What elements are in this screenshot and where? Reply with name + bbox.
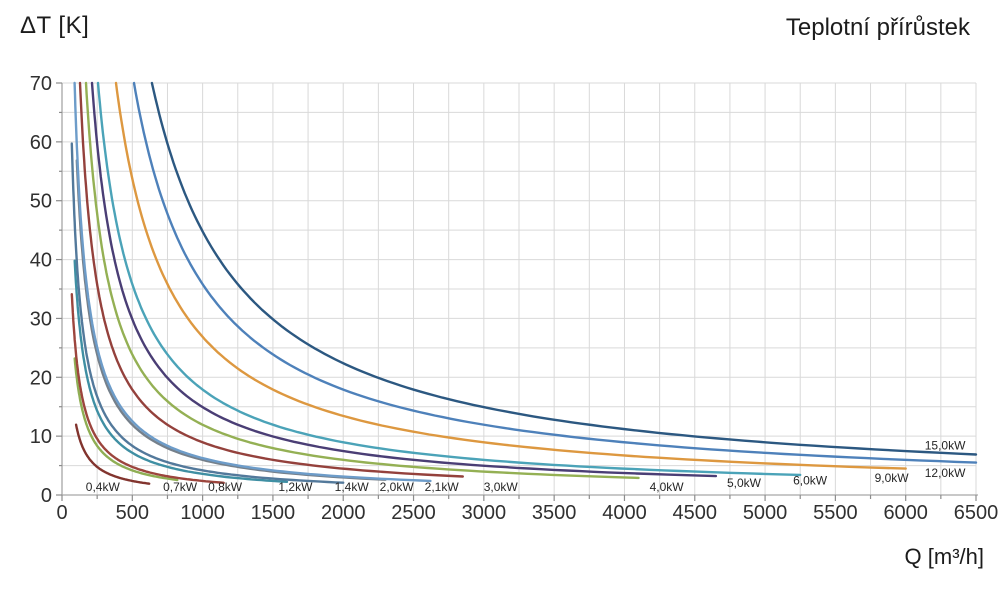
x-tick-label: 1000 [180,502,225,524]
curve-0-4kw [74,423,151,485]
x-tick-label: 2500 [391,502,436,524]
y-tick-label: 60 [30,132,52,154]
curve-label-1-2kw: 1,2kW [278,480,313,494]
curve-1-4kw [70,142,345,484]
x-tick-label: 6000 [883,502,928,524]
curve-3-0kw [78,81,464,478]
curve-label-1-4kw: 1,4kW [335,480,370,494]
x-tick-label: 3500 [532,502,577,524]
curve-label-2-0kw: 2,0kW [380,480,415,494]
curve-0-8kw [70,293,225,484]
curve-2-0kw [75,159,387,481]
x-tick-label: 6500 [954,502,999,524]
y-axis-title: ΔT [K] [20,12,90,39]
curve-label-12-0kw: 12,0kW [925,466,966,480]
curve-label-15-0kw: 15,0kW [925,439,966,453]
curve-2-1kw [73,81,432,483]
x-tick-label: 2000 [321,502,366,524]
curve-12-0kw [132,81,978,464]
x-axis-title: Q [m³/h] [904,544,984,569]
x-tick-label: 4500 [673,502,718,524]
curve-1-2kw [73,259,289,483]
y-tick-label: 50 [30,191,52,213]
y-tick-label: 40 [30,250,52,272]
curve-label-2-1kw: 2,1kW [425,480,460,494]
x-tick-label: 4000 [602,502,647,524]
curve-label-3-0kw: 3,0kW [484,480,519,494]
curve-label-6-0kw: 6,0kW [793,473,828,487]
curve-label-0-8kw: 0,8kW [208,480,243,494]
chart-title: Teplotní přírůstek [785,14,970,41]
x-tick-label: 0 [56,502,67,524]
curve-6-0kw [96,81,802,477]
curve-label-0-4kw: 0,4kW [86,480,121,494]
curve-label-0-7kw: 0,7kW [163,480,198,494]
curve-15-0kw [150,81,978,456]
x-tick-label: 500 [116,502,149,524]
curve-9-0kw [114,81,907,470]
curve-4-0kw [84,81,640,480]
y-tick-label: 10 [30,426,52,448]
y-tick-label: 70 [30,73,52,95]
curve-label-9-0kw: 9,0kW [875,471,910,485]
x-tick-label: 5500 [813,502,858,524]
x-tick-label: 1500 [251,502,296,524]
curve-label-5-0kw: 5,0kW [727,476,762,490]
x-tick-label: 5000 [743,502,788,524]
curve-5-0kw [90,81,718,478]
y-tick-label: 20 [30,367,52,389]
y-tick-label: 0 [41,485,52,507]
y-tick-label: 30 [30,308,52,330]
curve-0-7kw [73,357,179,482]
curve-label-4-0kw: 4,0kW [650,480,685,494]
x-tick-label: 3000 [462,502,507,524]
